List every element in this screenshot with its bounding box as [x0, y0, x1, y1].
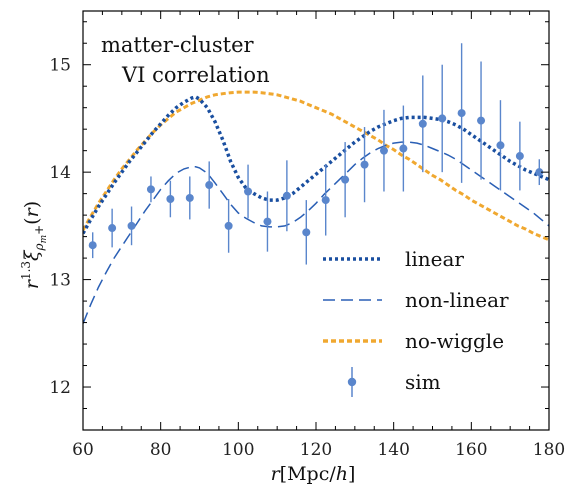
annotation-line-2: VI correlation [121, 63, 270, 87]
x-tick-label: 80 [150, 440, 172, 460]
series-linear-line [83, 95, 549, 235]
x-tick-label: 120 [300, 440, 332, 460]
sim-point [205, 181, 214, 190]
x-tick-label: 60 [72, 440, 94, 460]
y-tick-label: 12 [49, 378, 71, 398]
y-tick-label: 13 [49, 271, 71, 291]
legend-label-nonlinear: non-linear [405, 288, 509, 312]
sim-point [302, 228, 311, 237]
sim-point [108, 224, 117, 233]
sim-point [341, 175, 350, 184]
x-tick-label: 140 [377, 440, 409, 460]
sim-point [185, 193, 194, 202]
series-no-wiggle-line [83, 90, 549, 242]
sim-point [146, 185, 155, 194]
sim-point [496, 141, 505, 150]
sim-point [535, 168, 544, 177]
annotation-line-1: matter-cluster [101, 33, 255, 57]
sim-point [263, 217, 272, 226]
sim-point [399, 144, 408, 153]
legend-label-sim: sim [405, 370, 441, 394]
sim-point [88, 241, 97, 250]
legend-swatch-sim-marker [347, 377, 357, 387]
sim-point [457, 109, 466, 118]
sim-point [438, 114, 447, 123]
x-tick-label: 100 [222, 440, 254, 460]
y-tick-label: 14 [49, 163, 71, 183]
plot-area: 60 80 100 120 140 160 180 12 13 14 15 [49, 10, 565, 460]
series-non-linear-line [83, 141, 549, 324]
y-tick-label: 15 [49, 56, 71, 76]
x-axis-label: r[Mpc/h] [271, 463, 356, 485]
sim-point [282, 191, 291, 200]
x-tick-label: 160 [455, 440, 487, 460]
legend-label-nowiggle: no-wiggle [405, 329, 504, 353]
sim-point [477, 116, 486, 125]
legend-label-linear: linear [405, 247, 464, 271]
sim-point [515, 152, 524, 161]
sim-point [244, 187, 253, 196]
x-tick-label: 180 [533, 440, 565, 460]
sim-point [224, 221, 233, 230]
sim-point [360, 160, 369, 169]
legend: linear non-linear no-wiggle sim [323, 247, 509, 397]
y-axis-label: r1.3ξρm+(r) [19, 201, 49, 289]
annotation: matter-cluster VI correlation [101, 33, 270, 87]
sim-point [379, 146, 388, 155]
sim-point [321, 196, 330, 205]
sim-point [418, 119, 427, 128]
sim-point [127, 221, 136, 230]
sim-point [166, 195, 175, 204]
